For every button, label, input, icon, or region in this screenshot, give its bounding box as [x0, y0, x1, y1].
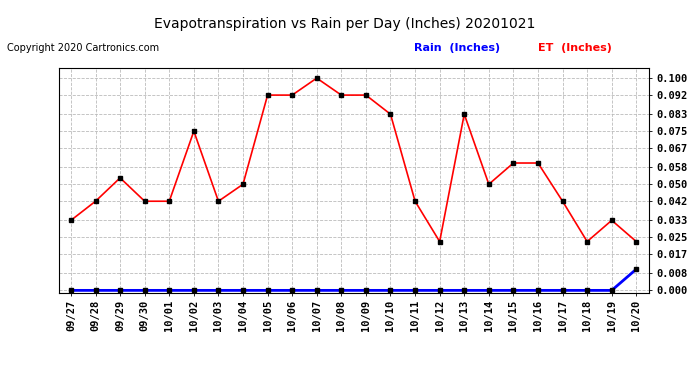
Text: Rain  (Inches): Rain (Inches) — [414, 43, 500, 53]
Text: ET  (Inches): ET (Inches) — [538, 43, 612, 53]
Text: Copyright 2020 Cartronics.com: Copyright 2020 Cartronics.com — [7, 43, 159, 53]
Text: Evapotranspiration vs Rain per Day (Inches) 20201021: Evapotranspiration vs Rain per Day (Inch… — [155, 17, 535, 31]
